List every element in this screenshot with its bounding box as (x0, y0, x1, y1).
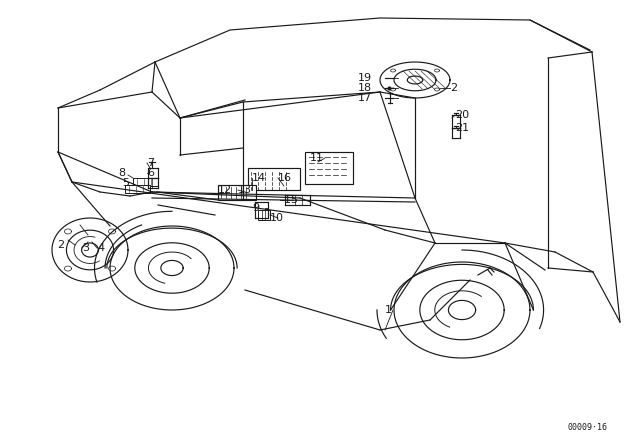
Text: 19: 19 (358, 73, 372, 83)
Text: 10: 10 (270, 213, 284, 223)
Text: 7: 7 (147, 158, 154, 168)
Text: 20: 20 (455, 110, 469, 120)
Text: 4: 4 (97, 243, 104, 253)
Bar (248, 168, 300, 190)
Text: 18: 18 (358, 83, 372, 93)
Text: -15: -15 (280, 195, 298, 205)
Text: 9: 9 (252, 203, 259, 213)
Text: 8: 8 (118, 168, 125, 178)
Text: 16: 16 (278, 173, 292, 183)
Text: 6: 6 (147, 168, 154, 178)
Bar (125, 185, 150, 193)
Text: 17: 17 (358, 93, 372, 103)
Bar (133, 178, 158, 186)
Text: 1: 1 (385, 305, 392, 315)
Bar (258, 210, 270, 220)
Text: 11: 11 (310, 153, 324, 163)
Text: 21: 21 (455, 123, 469, 133)
Text: 2: 2 (57, 240, 64, 250)
Text: 3: 3 (82, 243, 89, 253)
Text: 13: 13 (238, 185, 252, 195)
Bar (218, 185, 256, 200)
Bar (305, 152, 353, 184)
Text: 12: 12 (218, 185, 232, 195)
Text: 5: 5 (122, 178, 129, 188)
Text: 00009·16: 00009·16 (568, 423, 608, 432)
Text: 14: 14 (252, 173, 266, 183)
Text: 2: 2 (450, 83, 457, 93)
